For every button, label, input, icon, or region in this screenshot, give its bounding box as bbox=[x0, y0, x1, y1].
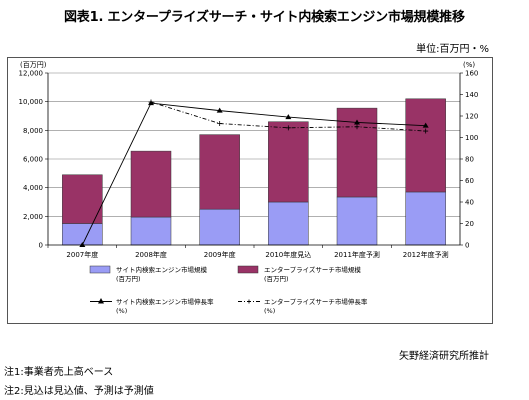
tick-label-right: 100 bbox=[465, 134, 478, 142]
category-label: 2010年度見込 bbox=[265, 250, 311, 259]
legend-swatch bbox=[237, 265, 259, 274]
chart-title: 図表1. エンタープライズサーチ・サイト内検索エンジン市場規模推移 bbox=[64, 10, 465, 25]
tick-label-left: 8,000 bbox=[23, 127, 43, 135]
legend-label: サイト内検索エンジン市場規模 bbox=[116, 265, 208, 274]
note-2: 注2:見込は見込値、予測は予測値 bbox=[4, 386, 154, 397]
tick-label-right: 120 bbox=[465, 113, 478, 121]
tick-label-right: 40 bbox=[465, 199, 474, 207]
tick-label-right: 20 bbox=[465, 220, 474, 228]
legend-unit: (%) bbox=[116, 307, 127, 315]
bar-site-search bbox=[130, 216, 172, 246]
marker-plus bbox=[423, 128, 429, 134]
line-enterprise-search-growth bbox=[150, 101, 426, 132]
tick-label-left: 12,000 bbox=[19, 70, 44, 78]
tick-label-left: 0 bbox=[39, 242, 43, 250]
chart-frame bbox=[7, 57, 493, 324]
tick-label-left: 4,000 bbox=[23, 184, 43, 192]
legend-label: エンタープライズサーチ市場伸長率 bbox=[264, 297, 368, 306]
line-site-search-growth bbox=[81, 102, 426, 246]
tick-label-right: 140 bbox=[465, 91, 478, 99]
legend-unit: (百万円) bbox=[116, 275, 141, 283]
category-label: 2011年度予測 bbox=[334, 250, 380, 259]
tick-label-right: 80 bbox=[465, 156, 474, 164]
marker-triangle bbox=[216, 107, 223, 113]
bar-site-search bbox=[199, 208, 240, 246]
marker-plus bbox=[217, 121, 223, 127]
marker-triangle bbox=[285, 114, 292, 120]
category-label: 2012年度予測 bbox=[403, 250, 449, 259]
marker-plus bbox=[148, 99, 154, 105]
legend-unit: (%) bbox=[264, 307, 275, 315]
bar-site-search bbox=[62, 223, 103, 246]
tick-label-left: 6,000 bbox=[23, 156, 43, 164]
tick-label-right: 0 bbox=[465, 242, 469, 250]
legend-swatch bbox=[89, 265, 111, 274]
marker-triangle bbox=[79, 242, 86, 247]
marker-plus bbox=[354, 124, 360, 130]
bar-enterprise-search bbox=[268, 121, 309, 203]
marker-triangle bbox=[354, 119, 360, 125]
legend-label: エンタープライズサーチ市場規模 bbox=[264, 265, 361, 274]
source-label: 矢野経済研究所推計 bbox=[399, 351, 489, 362]
bar-site-search bbox=[336, 196, 378, 246]
bar-enterprise-search bbox=[199, 134, 240, 210]
bar-site-search bbox=[268, 201, 309, 246]
tick-label-right: 60 bbox=[465, 177, 474, 185]
bar-enterprise-search bbox=[62, 174, 103, 224]
tick-label-left: 10,000 bbox=[19, 98, 44, 106]
left-axis-unit: (百万円) bbox=[20, 61, 47, 69]
marker-triangle bbox=[422, 122, 429, 128]
right-axis-unit: (%) bbox=[463, 61, 475, 69]
category-label: 2007年度 bbox=[66, 250, 98, 259]
bar-enterprise-search bbox=[405, 98, 446, 193]
note-1: 注1:事業者売上高ベース bbox=[4, 367, 114, 378]
category-label: 2008年度 bbox=[135, 250, 167, 259]
legend-marker bbox=[247, 299, 251, 304]
marker-plus bbox=[285, 125, 291, 131]
legend-unit: (百万円) bbox=[264, 275, 289, 283]
tick-label-left: 2,000 bbox=[23, 213, 43, 221]
tick-label-right: 160 bbox=[465, 70, 478, 78]
bar-site-search bbox=[405, 191, 446, 246]
legend-label: サイト内検索エンジン市場伸長率 bbox=[116, 297, 214, 306]
legend-marker bbox=[98, 298, 104, 304]
unit-label: 単位:百万円・% bbox=[416, 44, 489, 55]
category-label: 2009年度 bbox=[204, 250, 236, 259]
bar-enterprise-search bbox=[130, 150, 172, 218]
